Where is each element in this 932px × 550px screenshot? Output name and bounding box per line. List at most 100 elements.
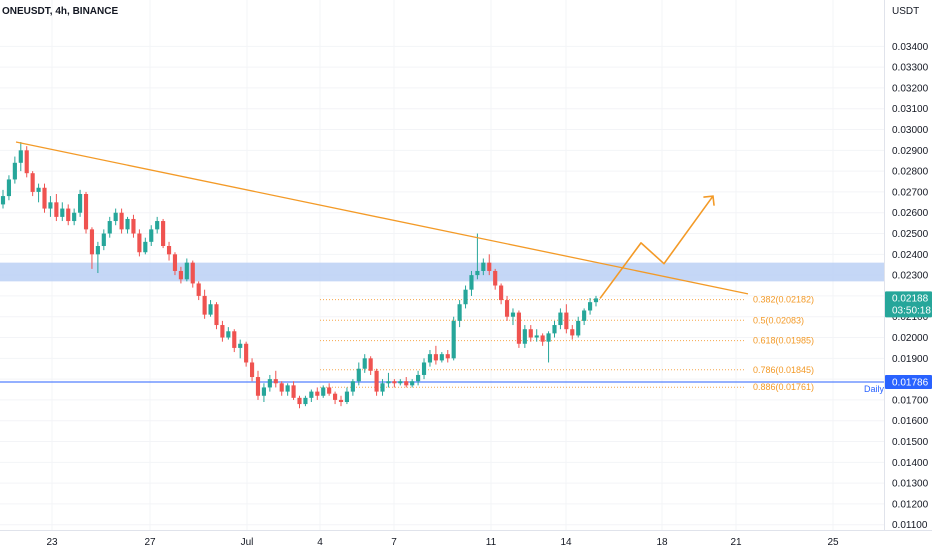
candle xyxy=(12,156,17,184)
candle-body xyxy=(36,187,41,192)
candle xyxy=(30,171,35,197)
candle xyxy=(244,341,249,367)
candle-body xyxy=(576,320,581,336)
candle xyxy=(214,302,219,330)
candle xyxy=(60,202,65,222)
fib-label: 0.886(0.01761) xyxy=(753,382,814,392)
candle-body xyxy=(113,212,118,222)
candle-body xyxy=(303,397,308,405)
candle-body xyxy=(558,312,563,326)
fib-label: 0.5(0.02083) xyxy=(753,315,804,325)
time-axis[interactable]: 23 27 Jul 4 7 11 14 18 21 25 xyxy=(46,537,839,548)
candle-body xyxy=(540,335,545,342)
daily-price-badge xyxy=(885,375,932,390)
candle-body xyxy=(24,150,29,174)
candle xyxy=(368,356,373,375)
price-tick-label: 0.03000 xyxy=(892,125,929,136)
candle xyxy=(534,329,539,342)
projection-path xyxy=(599,195,714,299)
price-tick-label: 0.01700 xyxy=(892,395,929,406)
fib-label: 0.382(0.02182) xyxy=(753,295,814,305)
candle xyxy=(564,304,569,334)
candle xyxy=(42,183,47,213)
candle-body xyxy=(327,387,332,394)
fib-label: 0.618(0.01985) xyxy=(753,336,814,346)
current-price-badge xyxy=(885,291,932,318)
price-tick-label: 0.01600 xyxy=(892,416,929,427)
price-tick-label: 0.02400 xyxy=(892,250,929,261)
candle xyxy=(267,374,272,392)
candle xyxy=(499,283,504,305)
candle-body xyxy=(487,262,492,271)
candle xyxy=(309,389,314,402)
candle xyxy=(344,387,350,405)
resistance-zone-rect xyxy=(0,262,884,282)
candle xyxy=(469,270,474,296)
candle-body xyxy=(439,354,444,361)
price-tick-label: 0.02100 xyxy=(892,312,929,323)
candle xyxy=(6,175,12,201)
candle-body xyxy=(356,368,361,382)
candle-body xyxy=(481,262,486,271)
candle xyxy=(392,379,397,388)
candle-body xyxy=(220,325,225,338)
candle xyxy=(285,383,290,396)
candle xyxy=(404,377,409,388)
candle-body xyxy=(155,221,160,230)
candle xyxy=(410,379,415,388)
candle xyxy=(273,370,278,388)
candle-body xyxy=(451,320,456,359)
candle xyxy=(125,216,130,234)
candle-body xyxy=(368,358,373,371)
candle xyxy=(558,308,563,330)
candle xyxy=(570,325,575,340)
price-tick-label: 0.02600 xyxy=(892,208,929,219)
candle xyxy=(66,204,71,226)
time-tick-label: 21 xyxy=(730,537,742,548)
price-axis[interactable]: 0.03400 0.03300 0.03200 0.03100 0.03000 0.029… xyxy=(892,42,929,531)
candle-body xyxy=(475,270,480,276)
candle-body xyxy=(380,383,385,392)
candle xyxy=(593,295,599,307)
candle-body xyxy=(119,212,124,230)
candle-body xyxy=(297,397,302,405)
candle-body xyxy=(226,331,231,338)
candle xyxy=(143,237,148,255)
candle-body xyxy=(416,374,421,382)
candle-body xyxy=(42,187,47,209)
candle-body xyxy=(291,385,296,398)
candle xyxy=(255,370,261,400)
candle-body xyxy=(528,329,533,338)
candle xyxy=(362,354,367,373)
candle xyxy=(439,352,444,363)
candle-body xyxy=(12,162,17,180)
candle-body xyxy=(516,312,521,344)
candle xyxy=(238,339,243,359)
time-tick-label: 27 xyxy=(144,537,156,548)
price-tick-label: 0.01300 xyxy=(892,479,929,490)
candle-body xyxy=(463,289,468,305)
candle-body xyxy=(427,354,433,363)
candle-body xyxy=(0,196,6,205)
candle-body xyxy=(344,391,350,402)
candle xyxy=(149,225,154,246)
candle-body xyxy=(60,208,65,217)
price-tick-label: 0.03400 xyxy=(892,42,929,53)
candle xyxy=(131,214,136,238)
candle xyxy=(297,395,302,409)
candle-body xyxy=(433,354,438,361)
time-tick-label: 4 xyxy=(317,537,323,548)
candle-body xyxy=(309,391,314,398)
candle-body xyxy=(184,262,189,280)
candles xyxy=(0,142,599,409)
candle-body xyxy=(333,393,338,400)
candle xyxy=(48,196,53,217)
candle-body xyxy=(48,202,53,209)
candle xyxy=(540,333,545,346)
candle-body xyxy=(421,362,427,375)
candle xyxy=(510,308,516,326)
candle xyxy=(504,295,510,321)
candle xyxy=(516,310,521,348)
